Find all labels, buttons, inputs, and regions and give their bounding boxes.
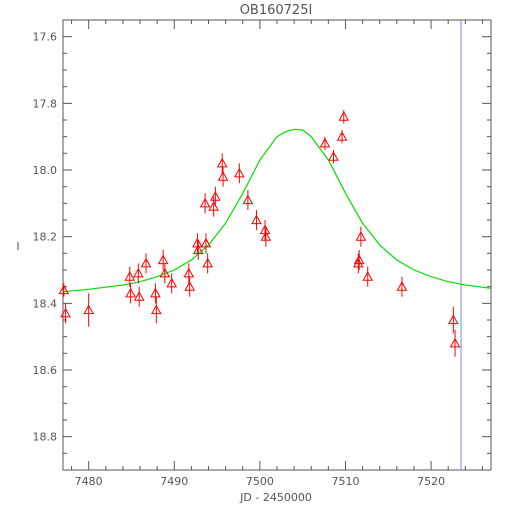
data-point-triangle (199, 197, 211, 208)
x-axis-label: JD - 2450000 (239, 491, 312, 504)
data-point-triangle (242, 194, 254, 205)
data-point-triangle (216, 157, 228, 168)
y-tick-label: 18.6 (33, 364, 58, 377)
data-point-triangle (328, 151, 339, 161)
x-tick-label: 7500 (246, 475, 274, 488)
y-tick-label: 18.2 (33, 231, 58, 244)
data-point-triangle (150, 304, 162, 315)
data-point-triangle (159, 267, 171, 278)
data-point-triangle (133, 291, 145, 301)
x-tick-label: 7520 (417, 475, 445, 488)
data-point-triangle (125, 287, 136, 298)
data-point-triangle (184, 281, 196, 291)
data-point-triangle (336, 131, 348, 141)
y-axis-label: I (16, 240, 19, 253)
x-tick-label: 7510 (331, 475, 359, 488)
y-tick-label: 17.6 (33, 31, 58, 44)
chart-title: OB160725I (240, 3, 313, 18)
data-point-triangle (183, 267, 195, 278)
data-point-triangle (352, 257, 364, 268)
data-point-triangle (83, 304, 95, 315)
data-point-triangle (202, 257, 214, 268)
data-point-triangle (319, 137, 331, 148)
data-point-triangle (208, 201, 220, 211)
y-tick-label: 18.4 (33, 297, 58, 310)
data-point-triangle (260, 231, 272, 241)
data-point-triangle (251, 214, 262, 225)
data-point-triangle (150, 287, 161, 298)
y-tick-label: 18.8 (33, 431, 58, 444)
data-point-triangle (449, 337, 461, 348)
data-point-triangle (338, 111, 350, 121)
data-point-triangle (210, 191, 221, 201)
data-point-triangle (140, 257, 152, 268)
data-point-triangle (157, 254, 169, 265)
data-point-triangle (124, 271, 136, 281)
data-point-triangle (396, 281, 408, 291)
data-point-triangle (60, 307, 71, 318)
y-tick-label: 17.8 (33, 97, 58, 110)
data-point-triangle (166, 277, 178, 288)
x-tick-label: 7480 (75, 475, 103, 488)
data-point-triangle (353, 254, 365, 265)
data-point-triangle (355, 231, 367, 241)
x-tick-label: 7490 (160, 475, 188, 488)
data-point-triangle (58, 284, 70, 295)
data-point-triangle (447, 314, 459, 325)
data-point-triangle (362, 271, 374, 281)
data-point-triangle (233, 167, 245, 178)
model-curve (62, 128, 492, 293)
data-point-triangle (192, 244, 204, 255)
plot-area: 7480 7490 7500 7510 7520 17.6 17.8 18.0 18.2 18.4… (33, 19, 492, 488)
data-point-triangle (217, 171, 229, 181)
y-tick-label: 18.0 (33, 164, 58, 177)
data-point-triangle (132, 267, 144, 278)
data-point-triangle (200, 237, 212, 248)
plot-frame (62, 19, 492, 471)
